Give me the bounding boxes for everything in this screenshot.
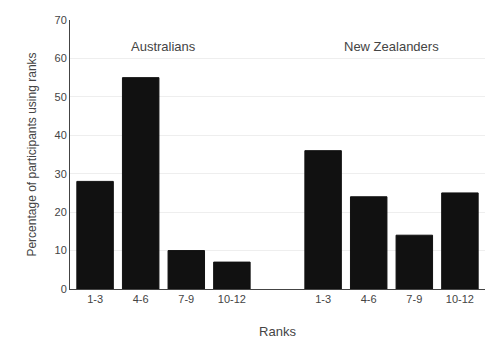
svg-text:Ranks: Ranks [259, 324, 296, 339]
svg-text:40: 40 [55, 129, 67, 141]
svg-text:20: 20 [55, 206, 67, 218]
svg-text:7-9: 7-9 [406, 293, 422, 305]
svg-text:7-9: 7-9 [178, 293, 194, 305]
svg-text:1-3: 1-3 [87, 293, 103, 305]
svg-text:New Zealanders: New Zealanders [344, 39, 439, 54]
svg-text:50: 50 [55, 91, 67, 103]
svg-text:10-12: 10-12 [446, 293, 474, 305]
svg-text:30: 30 [55, 168, 67, 180]
svg-text:0: 0 [61, 283, 67, 295]
svg-text:10: 10 [55, 244, 67, 256]
svg-text:60: 60 [55, 52, 67, 64]
svg-text:4-6: 4-6 [361, 293, 377, 305]
svg-text:4-6: 4-6 [133, 293, 149, 305]
svg-text:10-12: 10-12 [218, 293, 246, 305]
svg-text:Australians: Australians [131, 39, 196, 54]
svg-text:Percentage of participants usi: Percentage of participants using ranks [25, 52, 39, 256]
svg-text:70: 70 [55, 14, 67, 26]
svg-text:1-3: 1-3 [315, 293, 331, 305]
